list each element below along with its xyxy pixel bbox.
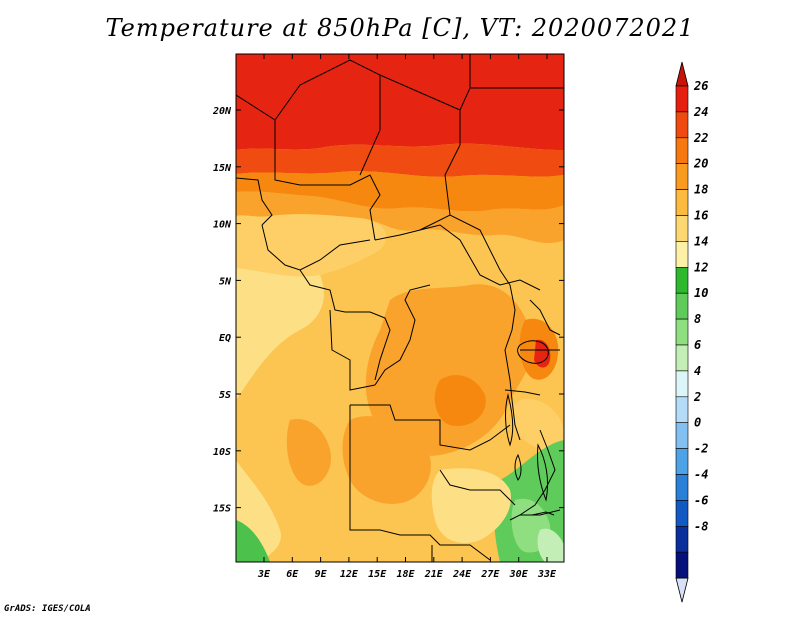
- lon-tick-label: 18E: [396, 569, 415, 580]
- colorbar-label: 4: [694, 364, 701, 378]
- plot-frame: [235, 53, 565, 563]
- axis-ticks: [236, 54, 564, 562]
- colorbar-swatch: [675, 525, 689, 553]
- colorbar-label: 10: [694, 286, 708, 300]
- colorbar-label: 18: [694, 183, 708, 197]
- colorbar-swatch: [675, 500, 689, 527]
- country-boundaries: [236, 54, 564, 562]
- map-title: Temperature at 850hPa [C], VT: 202007202…: [105, 14, 695, 42]
- credit-text: GrADS: IGES/COLA: [4, 604, 91, 614]
- longitude-labels: 3E 6E 9E 12E 15E 18E 21E 24E 27E 30E 33E: [257, 569, 557, 580]
- colorbar-label: 6: [694, 338, 701, 352]
- latitude-labels: 20N 15N 10N 5N EQ 5S 10S 15S: [212, 106, 232, 515]
- colorbar-label: 16: [694, 209, 708, 223]
- colorbar-swatch: [675, 396, 689, 423]
- colorbar-label: 22: [693, 131, 708, 145]
- lat-tick-label: 10N: [213, 220, 232, 231]
- colorbar-label: 20: [693, 157, 708, 171]
- colorbar-swatch: [675, 85, 689, 113]
- colorbar-label: -2: [694, 442, 708, 456]
- colorbar-label: 14: [694, 234, 708, 248]
- colorbar-swatch: [675, 111, 689, 139]
- colorbar-swatch: [675, 189, 689, 216]
- lakes: [505, 340, 555, 516]
- lon-tick-label: 6E: [286, 569, 299, 580]
- colorbar-swatch: [675, 448, 689, 475]
- lat-tick-label: EQ: [219, 333, 231, 344]
- colorbar-label: 8: [694, 312, 701, 326]
- lat-tick-label: 10S: [213, 447, 231, 458]
- colorbar-label: 24: [693, 105, 708, 119]
- lon-tick-label: 24E: [452, 569, 472, 580]
- lon-tick-label: 15E: [368, 569, 387, 580]
- lon-tick-label: 12E: [340, 569, 359, 580]
- colorbar-label: 2: [693, 390, 701, 404]
- colorbar-swatch: [675, 163, 689, 190]
- colorbar-top-cap: [675, 61, 689, 87]
- lat-tick-label: 15S: [213, 504, 231, 515]
- lat-tick-label: 5S: [219, 390, 231, 401]
- colorbar-bottom-cap: [675, 577, 689, 603]
- lon-tick-label: 21E: [424, 569, 444, 580]
- lon-tick-label: 9E: [315, 569, 328, 580]
- colorbar-swatch: [675, 318, 689, 346]
- colorbar-label: 12: [694, 260, 708, 274]
- colorbar-swatch: [675, 370, 689, 398]
- colorbar-label: -8: [694, 519, 708, 533]
- lon-tick-label: 33E: [537, 569, 557, 580]
- colorbar-swatch: [675, 215, 689, 242]
- lat-tick-label: 15N: [213, 163, 232, 174]
- colorbar-swatch: [675, 422, 689, 449]
- lon-tick-label: 30E: [509, 569, 529, 580]
- colorbar-swatch: [675, 551, 689, 579]
- lat-tick-label: 5N: [219, 276, 232, 287]
- temperature-field: [236, 54, 564, 562]
- colorbar-swatch: [675, 137, 689, 165]
- colorbar-label: 0: [694, 416, 701, 430]
- colorbar-swatch: [675, 344, 689, 372]
- colorbar-swatch: [675, 292, 689, 320]
- colorbar-label: -4: [694, 468, 708, 482]
- lat-tick-label: 20N: [212, 106, 232, 117]
- colorbar-swatch: [675, 474, 689, 501]
- colorbar-swatch: [675, 241, 689, 268]
- lon-tick-label: 3E: [257, 569, 271, 580]
- colorbar-label: -6: [694, 493, 708, 507]
- lon-tick-label: 27E: [480, 569, 500, 580]
- colorbar-label: 26: [693, 79, 708, 93]
- colorbar-swatch: [675, 266, 689, 294]
